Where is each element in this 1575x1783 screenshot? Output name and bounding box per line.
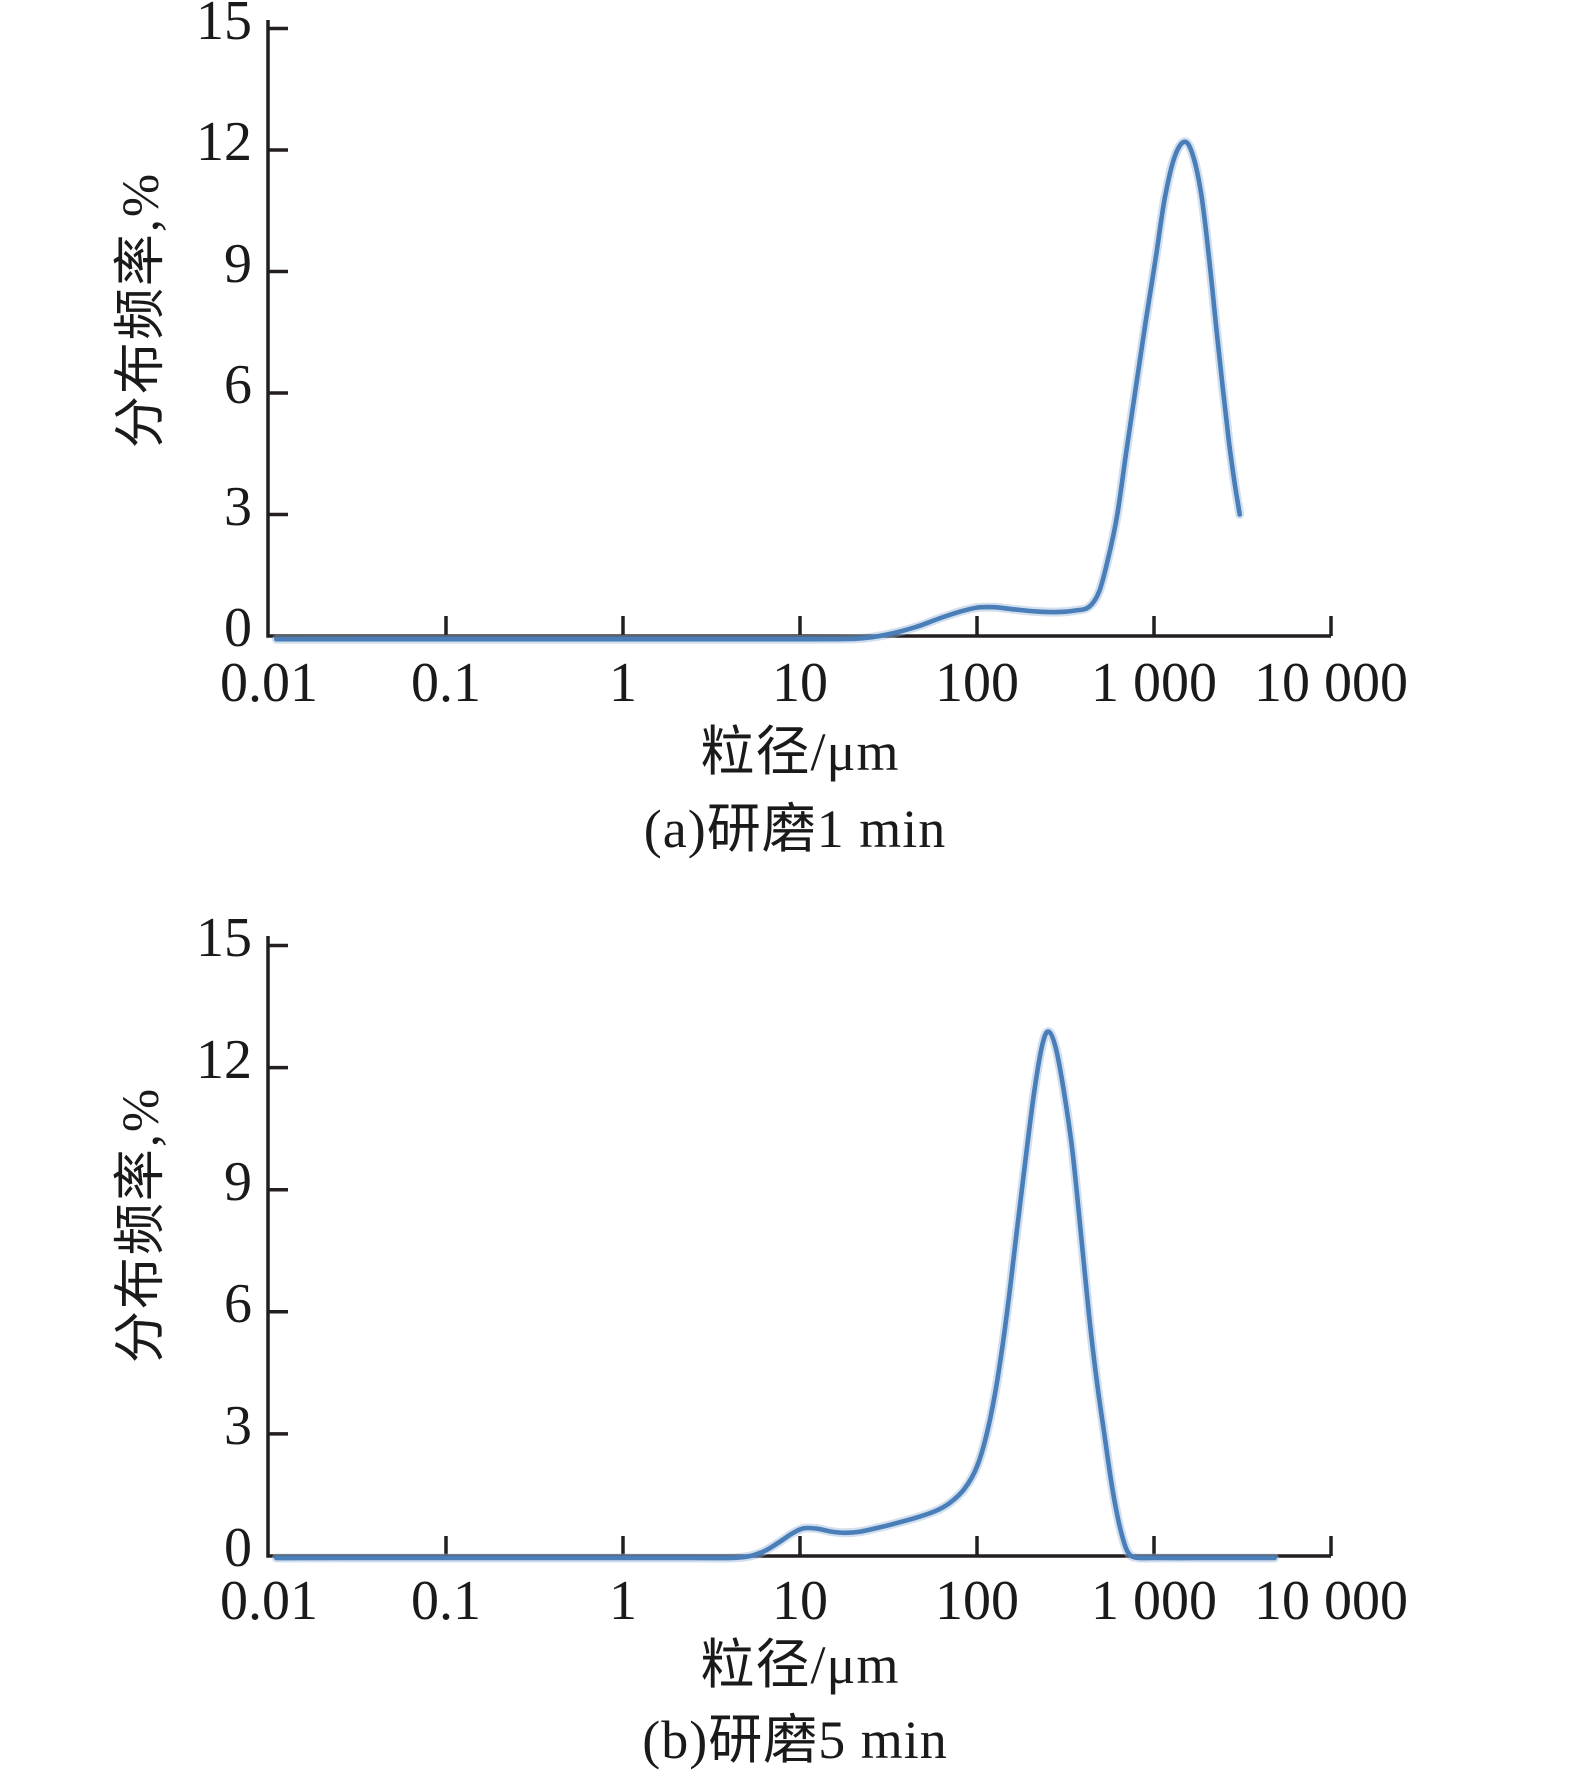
- y-axis-title-a: 分布频率,%: [113, 171, 170, 449]
- x-tick-label-b: 1: [609, 1570, 637, 1632]
- x-tick-label-a: 10: [772, 652, 828, 714]
- distribution-curve-halo-a: [271, 137, 1245, 644]
- x-tick-label-a: 1 000: [1091, 652, 1217, 714]
- x-tick-label-a: 100: [935, 652, 1019, 714]
- x-tick-label-a: 10 000: [1254, 652, 1408, 714]
- y-tick-label-b: 12: [196, 1028, 252, 1091]
- y-tick-label-b: 15: [196, 906, 252, 969]
- caption-a: (a)研磨1 min: [643, 799, 947, 859]
- y-tick-label-a: 9: [224, 232, 252, 295]
- y-tick-label-a: 15: [196, 0, 252, 52]
- x-tick-label-a: 0.01: [220, 652, 318, 714]
- y-tick-label-a: 0: [224, 597, 252, 659]
- x-tick-label-b: 1 000: [1091, 1570, 1217, 1632]
- x-tick-label-a: 1: [609, 652, 637, 714]
- x-tick-label-b: 10 000: [1254, 1570, 1408, 1632]
- y-axis-title-b: 分布频率,%: [113, 1086, 170, 1364]
- x-tick-label-b: 10: [772, 1570, 828, 1632]
- caption-b: (b)研磨5 min: [642, 1710, 948, 1770]
- distribution-curve-a: [274, 139, 1242, 642]
- y-tick-label-b: 3: [224, 1394, 252, 1457]
- y-tick-label-b: 9: [224, 1150, 252, 1213]
- y-tick-label-b: 6: [224, 1272, 252, 1335]
- x-tick-label-b: 0.1: [411, 1570, 481, 1632]
- x-tick-label-b: 0.01: [220, 1570, 318, 1632]
- y-tick-label-b: 0: [224, 1517, 252, 1579]
- y-tick-label-a: 12: [196, 111, 252, 173]
- x-axis-title-b: 粒径/μm: [700, 1635, 900, 1695]
- x-tick-label-a: 0.1: [411, 652, 481, 714]
- axis-frame-a: [266, 20, 1331, 638]
- y-tick-label-a: 6: [224, 354, 252, 416]
- x-tick-label-b: 100: [935, 1570, 1019, 1632]
- distribution-curve-halo-b: [271, 1027, 1280, 1563]
- distribution-curve-b: [274, 1029, 1277, 1561]
- y-tick-label-a: 3: [224, 475, 252, 538]
- axis-frame-b: [266, 936, 1331, 1558]
- x-axis-title-a: 粒径/μm: [700, 722, 900, 782]
